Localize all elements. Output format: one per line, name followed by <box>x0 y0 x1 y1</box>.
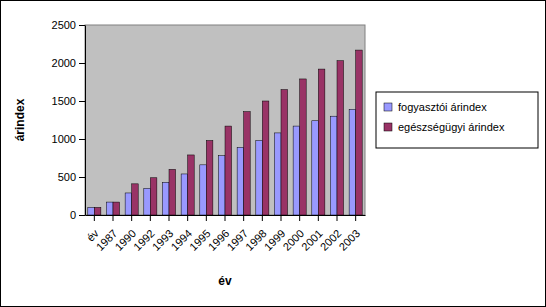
bar <box>188 155 195 215</box>
tick-mark <box>243 215 244 221</box>
tick-label: 1500 <box>52 95 76 107</box>
chart-border <box>1 1 546 307</box>
tick-mark <box>206 215 207 221</box>
tick-mark <box>79 139 85 140</box>
tick: 2003 <box>336 215 362 253</box>
bar <box>244 112 251 215</box>
bar <box>356 50 363 215</box>
bar <box>337 61 344 215</box>
bar <box>274 133 281 215</box>
bar <box>113 202 120 215</box>
tick-mark <box>79 215 85 216</box>
legend-label: fogyasztói árindex <box>398 101 487 113</box>
plot-background <box>85 25 365 215</box>
bar <box>181 174 188 215</box>
legend-entry: fogyasztói árindex <box>384 101 487 113</box>
bar <box>237 147 244 215</box>
tick: 500 <box>58 171 85 183</box>
legend-label: egészségügyi árindex <box>398 121 505 133</box>
tick-label: 2003 <box>336 227 362 253</box>
bar <box>218 156 225 215</box>
bars <box>88 50 362 215</box>
tick: 2000 <box>52 57 85 69</box>
tick-mark <box>79 177 85 178</box>
axis-line <box>85 26 86 216</box>
tick-label: 0 <box>70 209 76 221</box>
bar <box>225 126 232 215</box>
bar <box>200 165 207 215</box>
bar <box>144 188 151 215</box>
axis-title: árindex <box>13 98 27 141</box>
chart: 0 500 1000 1500 2000 2500 év198719901992199319… <box>0 0 546 307</box>
tick-mark <box>262 215 263 221</box>
tick-mark <box>187 215 188 221</box>
tick: 0 <box>70 209 85 221</box>
bar-series <box>88 109 356 215</box>
bar <box>256 141 263 215</box>
bar <box>132 184 139 215</box>
bar <box>88 207 95 215</box>
tick-mark <box>299 215 300 221</box>
bar <box>349 109 356 215</box>
tick-mark <box>113 215 114 221</box>
plot: 0 500 1000 1500 2000 2500 év198719901992199319… <box>52 19 366 253</box>
bar <box>206 141 213 215</box>
tick-label: 1000 <box>52 133 76 145</box>
legend-entry: egészségügyi árindex <box>384 121 505 133</box>
tick-mark <box>337 215 338 221</box>
bar <box>293 126 300 215</box>
legend: fogyasztói árindex egészségügyi árindex <box>376 92 538 148</box>
x-axis: év19871990199219931994199519961997199819… <box>84 215 365 253</box>
bar <box>106 202 113 215</box>
tick-mark <box>281 215 282 221</box>
bar <box>94 207 101 215</box>
tick-mark <box>94 215 95 221</box>
bar <box>150 178 157 215</box>
legend-swatch <box>384 103 392 111</box>
tick-mark <box>79 63 85 64</box>
tick: 2500 <box>52 19 85 31</box>
tick-mark <box>169 215 170 221</box>
bar <box>169 169 176 215</box>
tick: 1500 <box>52 95 85 107</box>
bar <box>330 116 337 215</box>
tick-label: 2000 <box>52 57 76 69</box>
tick-mark <box>318 215 319 221</box>
tick-mark <box>79 25 85 26</box>
bar <box>318 69 325 215</box>
axis-title: év <box>218 274 232 288</box>
tick-mark <box>355 215 356 221</box>
tick-mark <box>225 215 226 221</box>
bar <box>125 193 132 215</box>
legend-box <box>376 92 538 148</box>
bar-series <box>94 50 362 215</box>
bar <box>162 182 169 215</box>
bar <box>300 79 307 215</box>
tick-label: 500 <box>58 171 76 183</box>
bar <box>281 90 288 215</box>
tick-mark <box>131 215 132 221</box>
legend-swatch <box>384 123 392 131</box>
tick-mark <box>79 101 85 102</box>
tick-label: 2500 <box>52 19 76 31</box>
bar <box>262 101 269 215</box>
tick-mark <box>150 215 151 221</box>
bar <box>312 121 319 215</box>
y-axis: 0 500 1000 1500 2000 2500 <box>52 19 86 221</box>
tick: 1000 <box>52 133 85 145</box>
